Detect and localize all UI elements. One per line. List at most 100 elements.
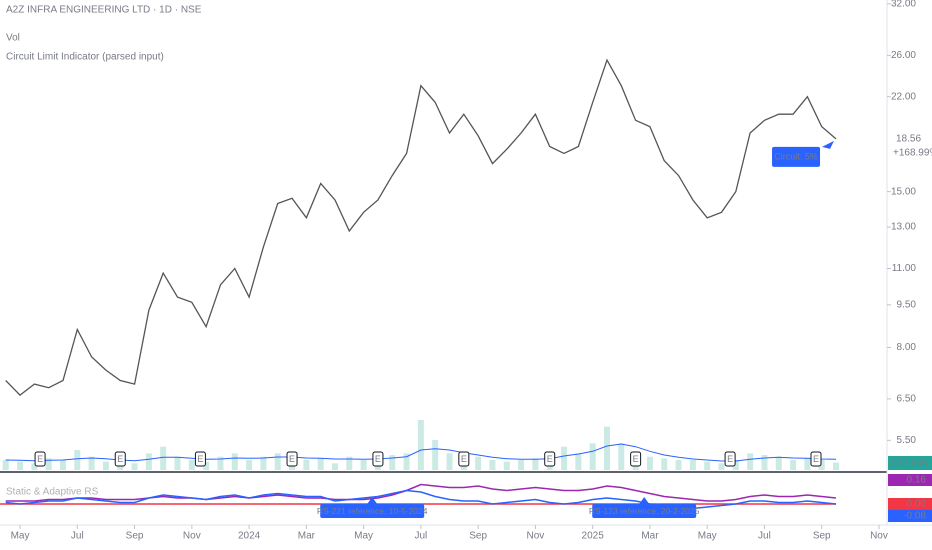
volume-bar — [589, 443, 596, 470]
volume-bar — [518, 460, 525, 470]
rs-tick-label: 0.16 — [907, 475, 927, 486]
legend-line: Circuit Limit Indicator (parsed input) — [6, 52, 164, 63]
volume-bar — [775, 456, 782, 470]
x-tick-label: Mar — [298, 531, 316, 542]
volume-bar — [417, 420, 424, 470]
y-tick-label: 6.50 — [897, 394, 917, 405]
rs-annotation-pointer — [367, 497, 378, 504]
y-tick-label: 22.00 — [891, 91, 916, 102]
x-tick-label: Sep — [813, 531, 831, 542]
earnings-marker — [114, 451, 126, 467]
rs-line — [5, 483, 837, 502]
volume-bar — [833, 462, 840, 470]
y-tick-label: 5.50 — [897, 435, 917, 446]
rs-tick-label: -0.08 — [903, 511, 926, 522]
volume-bar — [618, 443, 625, 470]
earnings-label: E — [375, 454, 381, 464]
volume-bar — [489, 460, 496, 470]
earnings-marker — [286, 451, 298, 467]
rs-tick-bg — [888, 510, 932, 522]
x-tick-label: Mar — [641, 531, 659, 542]
volume-bar — [260, 456, 267, 470]
volume-bar — [718, 463, 725, 470]
volume-bar — [131, 463, 138, 470]
rs-title: Static & Adaptive RS — [6, 487, 99, 498]
y-tick-label: 15.00 — [891, 186, 916, 197]
volume-bar — [145, 453, 152, 470]
volume-bar — [432, 440, 439, 470]
earnings-marker — [34, 451, 46, 467]
volume-bar — [704, 461, 711, 470]
earnings-label: E — [547, 454, 553, 464]
y-tick-label: 26.00 — [891, 50, 916, 61]
volume-bar — [217, 456, 224, 470]
volume-bar — [2, 460, 9, 470]
volume-bar — [790, 460, 797, 470]
volume-bar — [102, 461, 109, 470]
volume-bar — [346, 456, 353, 470]
earnings-marker — [724, 451, 736, 467]
rs-annotation-pointer — [639, 497, 650, 504]
volume-bar — [747, 453, 754, 470]
x-tick-label: May — [698, 531, 717, 542]
volume-bar — [818, 460, 825, 470]
x-tick-label: Nov — [527, 531, 545, 542]
volume-bar — [575, 453, 582, 470]
x-tick-label: Sep — [126, 531, 144, 542]
price-label: 18.56 — [896, 133, 921, 144]
volume-bar — [31, 463, 38, 470]
circuit-label: Circuit: 5% — [774, 152, 818, 162]
x-tick-label: 2025 — [582, 531, 605, 542]
volume-bar — [317, 458, 324, 470]
earnings-marker — [810, 451, 822, 467]
price-label-bg — [888, 131, 932, 160]
earnings-label: E — [633, 454, 639, 464]
earnings-marker — [194, 451, 206, 467]
y-tick-label: 32.00 — [891, 0, 916, 9]
earnings-marker — [630, 451, 642, 467]
rs-annotation: RS-123 reference, 20-2-2025 — [589, 506, 700, 516]
legend-line: Vol — [6, 33, 20, 44]
x-tick-label: Jul — [414, 531, 427, 542]
volume-bar — [45, 458, 52, 470]
volume-bar — [274, 453, 281, 470]
volume-bar — [675, 460, 682, 470]
rs-tick-bg — [888, 474, 932, 486]
earnings-label: E — [461, 454, 467, 464]
earnings-marker — [544, 451, 556, 467]
volume-bar — [646, 456, 653, 470]
rs-tick-label: 0.00 — [907, 499, 927, 510]
rs-annotation-box — [320, 504, 425, 518]
y-tick-label: 11.00 — [892, 263, 917, 274]
volume-bar — [160, 446, 167, 470]
change-label: +168.99% — [893, 147, 932, 158]
rs-annotation-box — [592, 504, 697, 518]
volume-bar — [403, 453, 410, 470]
volume-label-bg — [888, 456, 932, 470]
earnings-label: E — [289, 454, 295, 464]
y-tick-label: 13.00 — [891, 222, 916, 233]
x-tick-label: May — [11, 531, 30, 542]
circuit-box — [772, 146, 821, 167]
volume-bar — [761, 455, 768, 470]
earnings-marker — [372, 451, 384, 467]
volume-bar — [231, 453, 238, 470]
volume-bar — [475, 456, 482, 470]
volume-bar — [174, 456, 181, 470]
volume-bar — [689, 460, 696, 470]
volume-bar — [303, 460, 310, 470]
volume-bar — [59, 460, 66, 470]
earnings-label: E — [197, 454, 203, 464]
volume-bar — [17, 461, 24, 470]
x-tick-label: Nov — [183, 531, 201, 542]
volume-bar — [732, 460, 739, 470]
circuit-pointer — [822, 140, 835, 149]
volume-bar — [603, 426, 610, 470]
earnings-label: E — [37, 454, 43, 464]
volume-bar — [331, 463, 338, 470]
volume-bar — [661, 458, 668, 470]
rs-tick-bg — [888, 498, 932, 510]
y-tick-label: 8.00 — [897, 342, 917, 353]
volume-bar — [532, 458, 539, 470]
